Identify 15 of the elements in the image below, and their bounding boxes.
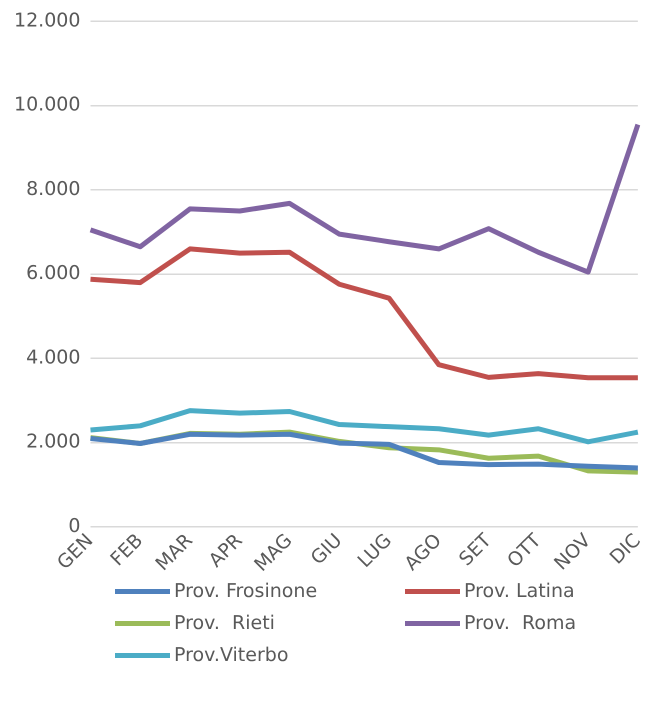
legend-label: Prov.Viterbo <box>174 644 288 666</box>
legend-label: Prov. Latina <box>464 580 575 602</box>
x-tick-label: DIC <box>606 529 645 569</box>
y-tick-label: 12.000 <box>14 9 80 32</box>
y-tick-label: 6.000 <box>26 262 80 284</box>
legend-label: Prov. Frosinone <box>174 580 318 602</box>
x-tick-label: GIU <box>306 529 346 570</box>
legend-label: Prov. Rieti <box>174 612 275 634</box>
legend-label: Prov. Roma <box>464 612 576 634</box>
y-tick-label: 0 <box>68 514 80 537</box>
x-tick-label: FEB <box>106 529 148 570</box>
y-tick-label: 2.000 <box>26 430 80 453</box>
y-tick-label: 8.000 <box>26 178 80 200</box>
y-tick-label: 10.000 <box>14 94 80 116</box>
y-tick-label: 4.000 <box>26 346 80 368</box>
